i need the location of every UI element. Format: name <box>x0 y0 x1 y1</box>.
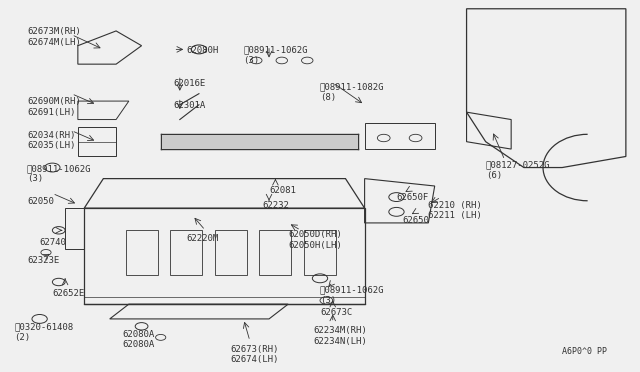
Text: 62034(RH)
62035(LH): 62034(RH) 62035(LH) <box>27 131 76 150</box>
Text: 62673C: 62673C <box>320 308 352 317</box>
Text: 62673M(RH)
62674M(LH): 62673M(RH) 62674M(LH) <box>27 27 81 46</box>
Text: 62690M(RH)
62691(LH): 62690M(RH) 62691(LH) <box>27 97 81 117</box>
Text: 62050: 62050 <box>27 197 54 206</box>
Text: 62210 (RH)
62211 (LH): 62210 (RH) 62211 (LH) <box>428 201 482 220</box>
Text: 62220M: 62220M <box>186 234 218 243</box>
Text: 62652E: 62652E <box>52 289 84 298</box>
Text: 62080A
62080A: 62080A 62080A <box>122 330 155 349</box>
Polygon shape <box>161 134 358 149</box>
Text: 62323E: 62323E <box>27 256 59 265</box>
Text: ⓝ08911-1082G
(8): ⓝ08911-1082G (8) <box>320 83 385 102</box>
Text: ⓝ08911-1062G
(3): ⓝ08911-1062G (3) <box>244 46 308 65</box>
Text: ⑔0320-61408
(2): ⑔0320-61408 (2) <box>14 323 73 342</box>
Text: 62650F: 62650F <box>396 193 429 202</box>
Text: 62050D(RH)
62050H(LH): 62050D(RH) 62050H(LH) <box>288 230 342 250</box>
Text: 62080H: 62080H <box>186 46 218 55</box>
Text: 62650: 62650 <box>403 215 429 225</box>
Text: A6P0^0 PP: A6P0^0 PP <box>562 347 607 356</box>
Text: 62673(RH)
62674(LH): 62673(RH) 62674(LH) <box>231 345 279 364</box>
Text: 62301A: 62301A <box>173 101 205 110</box>
Text: 62016E: 62016E <box>173 79 205 88</box>
Text: 62234M(RH)
62234N(LH): 62234M(RH) 62234N(LH) <box>314 326 367 346</box>
Text: ⓝ08911-1062G
(3): ⓝ08911-1062G (3) <box>27 164 92 183</box>
Text: 62081: 62081 <box>269 186 296 195</box>
Text: 62740: 62740 <box>40 238 67 247</box>
Text: ⒲08127-0252G
(6): ⒲08127-0252G (6) <box>486 160 550 180</box>
Text: 62232: 62232 <box>262 201 289 210</box>
Text: ⓝ08911-1062G
(3): ⓝ08911-1062G (3) <box>320 286 385 305</box>
